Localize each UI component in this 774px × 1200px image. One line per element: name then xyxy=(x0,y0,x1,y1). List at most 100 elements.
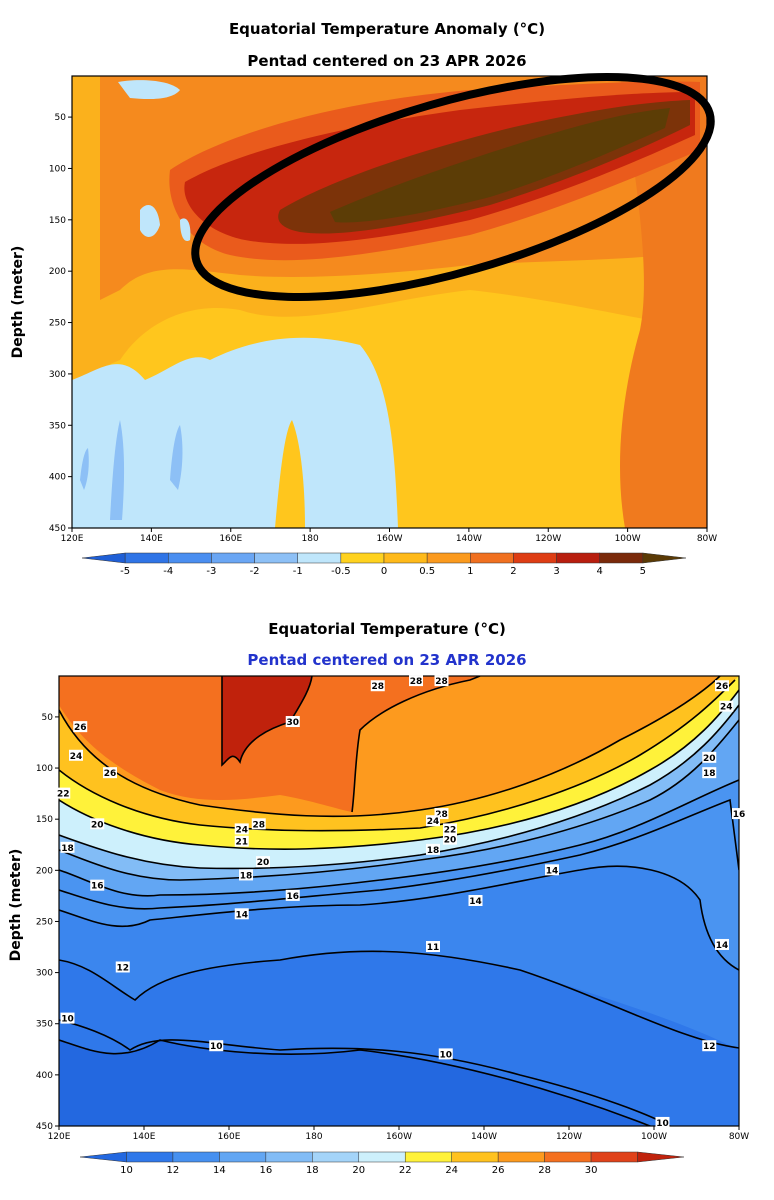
colorbar-label: -4 xyxy=(163,566,173,577)
temp-band-22 xyxy=(59,676,739,869)
colorbar-label: -5 xyxy=(120,566,130,577)
y-tick-label: 400 xyxy=(49,473,66,483)
contour-label: 21 xyxy=(235,838,248,848)
contour-label-bg xyxy=(715,680,729,692)
contour-label: 24 xyxy=(70,752,83,762)
colorbar-label: -1 xyxy=(293,566,303,577)
colorbar-segment xyxy=(637,1151,685,1163)
temp-band-20 xyxy=(59,676,739,880)
anomaly-chart: Depth (meter) 50100150200250300350400450… xyxy=(10,73,717,577)
colorbar-segment xyxy=(599,552,644,564)
contour-label-bg xyxy=(655,1116,670,1128)
contour-label-bg xyxy=(732,808,746,820)
contour-label-bg xyxy=(434,675,449,687)
colorbar-label: 18 xyxy=(306,1165,319,1176)
temperature-chart-subtitle: Pentad centered on 23 APR 2026 xyxy=(247,651,527,669)
y-tick-label: 450 xyxy=(49,524,66,534)
contour-label-bg xyxy=(209,1040,224,1052)
temp-band-29 xyxy=(59,676,480,812)
anomaly-patch xyxy=(110,420,125,520)
contour-label-bg xyxy=(426,941,440,953)
colorbar-label: 20 xyxy=(352,1165,365,1176)
contour-label: 20 xyxy=(444,836,457,846)
x-tick-label: 160W xyxy=(376,534,402,544)
y-tick-label: 150 xyxy=(36,815,53,825)
x-tick-label: 120E xyxy=(61,534,84,544)
y-tick-label: 250 xyxy=(49,319,66,329)
colorbar-segment xyxy=(556,552,600,564)
contour-label-bg xyxy=(370,680,385,692)
y-tick-label: 250 xyxy=(36,917,53,927)
colorbar-segment xyxy=(79,1151,127,1163)
x-tick-label: 160E xyxy=(218,1132,241,1142)
contour-label-bg xyxy=(468,895,483,906)
x-tick-label: 140W xyxy=(471,1132,497,1142)
temp-band-10 xyxy=(59,676,739,1126)
anomaly-y-ticks: 50 100 150 200 250 300 350 400 450 xyxy=(49,113,72,534)
contour-label: 12 xyxy=(703,1042,716,1052)
colorbar-label: 26 xyxy=(492,1165,505,1176)
contour-label-bg xyxy=(103,767,117,779)
anomaly-x-ticks: 120E 140E 160E 180 160W 140W 120W 100W 80W xyxy=(61,528,717,544)
contour-label-bg xyxy=(234,835,249,847)
colorbar-segment xyxy=(590,1151,638,1163)
contour-label: 22 xyxy=(57,790,70,800)
contour-label: 18 xyxy=(703,769,716,779)
temperature-ylabel: Depth (meter) xyxy=(8,849,24,962)
contour-label-bg xyxy=(545,864,559,876)
contour-label: 28 xyxy=(410,677,423,687)
anomaly-field xyxy=(72,76,707,528)
y-tick-label: 50 xyxy=(55,113,67,123)
colorbar-segment xyxy=(340,552,385,564)
contour-label-bg xyxy=(251,818,266,830)
x-tick-label: 100W xyxy=(641,1132,667,1142)
contour-label: 18 xyxy=(240,871,253,881)
contour-label-bg xyxy=(234,908,249,920)
colorbar-segment xyxy=(358,1151,406,1163)
contour-label: 10 xyxy=(61,1015,74,1025)
colorbar-segment xyxy=(168,552,212,564)
y-tick-label: 300 xyxy=(36,969,53,979)
colorbar-segment xyxy=(497,1151,545,1163)
contour-label-bg xyxy=(426,815,440,827)
temperature-x-ticks: 120E 140E 160E 180 160W 140W 120W 100W 80W xyxy=(48,1126,749,1142)
x-tick-label: 120W xyxy=(556,1132,582,1142)
colorbar-label: 4 xyxy=(597,566,603,577)
colorbar-label: 2 xyxy=(510,566,516,577)
y-tick-label: 200 xyxy=(36,866,53,876)
temperature-y-ticks: 50 100 150 200 250 300 350 400 450 xyxy=(36,713,59,1132)
y-tick-label: 150 xyxy=(49,216,66,226)
anomaly-band-5 xyxy=(330,108,670,223)
x-tick-label: 120W xyxy=(535,534,561,544)
x-tick-label: 160W xyxy=(386,1132,412,1142)
contour-label: 12 xyxy=(116,963,129,973)
contour-label-bg xyxy=(715,938,729,950)
contour-label: 28 xyxy=(435,810,448,820)
colorbar-label: 22 xyxy=(399,1165,412,1176)
x-tick-label: 80W xyxy=(729,1132,749,1142)
y-tick-label: 450 xyxy=(36,1122,53,1132)
colorbar-label: 12 xyxy=(167,1165,180,1176)
colorbar-label: 0 xyxy=(381,566,387,577)
temp-band-26 xyxy=(59,676,739,831)
contour-label-bg xyxy=(90,879,105,891)
colorbar-label: -0.5 xyxy=(331,566,351,577)
temp-band-24 xyxy=(59,676,739,850)
contour-label-bg xyxy=(256,856,270,868)
colorbar-segment xyxy=(219,1151,267,1163)
colorbar-label: 16 xyxy=(259,1165,272,1176)
contour-label: 18 xyxy=(61,844,74,854)
contour-label-bg xyxy=(702,751,717,763)
contour-label-bg xyxy=(56,787,71,799)
colorbar-segment xyxy=(126,1151,174,1163)
contour-label: 20 xyxy=(703,754,716,764)
colorbar-label: 24 xyxy=(445,1165,458,1176)
contour-label-bg xyxy=(443,823,457,835)
temperature-contours xyxy=(59,676,739,1126)
contour-label-bg xyxy=(426,843,440,855)
y-tick-label: 100 xyxy=(36,764,53,774)
contour-label: 26 xyxy=(104,769,117,779)
x-tick-label: 100W xyxy=(615,534,641,544)
colorbar-segment xyxy=(81,552,126,564)
contour-label: 16 xyxy=(91,882,104,892)
